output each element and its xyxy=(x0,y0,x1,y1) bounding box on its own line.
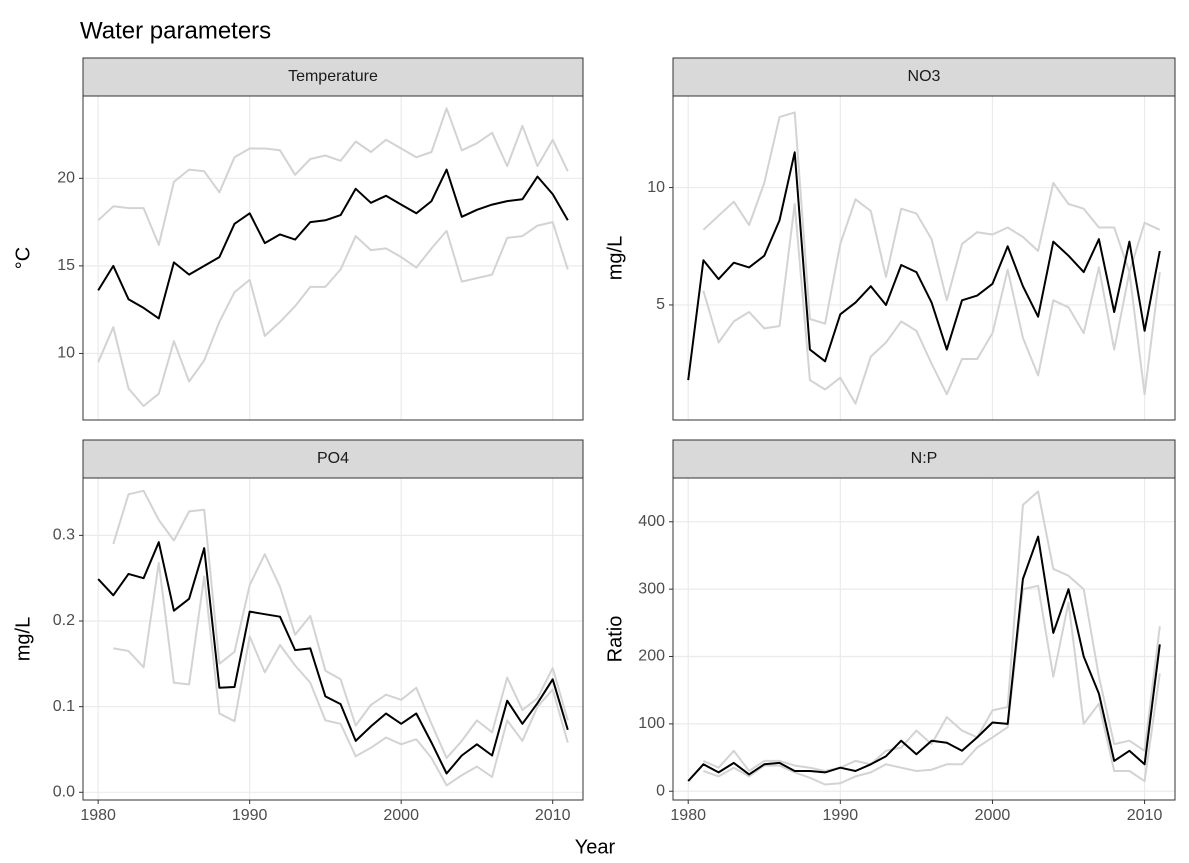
y-axis-label: Ratio xyxy=(604,616,626,663)
y-tick-label: 300 xyxy=(638,580,665,597)
series-line xyxy=(703,584,1161,786)
panel-background xyxy=(83,96,583,420)
series-line xyxy=(687,535,1161,782)
strip-label: Temperature xyxy=(288,68,378,85)
series-line xyxy=(702,490,1161,772)
x-tick-label: 2010 xyxy=(1127,807,1163,824)
x-tick-label: 2000 xyxy=(383,807,419,824)
series-line xyxy=(702,111,1161,325)
panel-background xyxy=(673,478,1175,800)
panel-background xyxy=(83,478,583,800)
panel-border xyxy=(672,477,1176,801)
y-tick-label: 10 xyxy=(57,345,75,362)
y-axis-label: mg/L xyxy=(604,236,626,280)
y-tick-label: 10 xyxy=(647,179,665,196)
strip-label: PO4 xyxy=(317,450,349,467)
x-tick-label: 2000 xyxy=(975,807,1011,824)
panel-background xyxy=(673,96,1175,420)
y-axis-label: mg/L xyxy=(12,617,34,661)
y-tick-label: 200 xyxy=(638,648,665,665)
series-line xyxy=(687,151,1161,381)
x-axis-label: Year xyxy=(575,836,616,858)
panel-border xyxy=(82,477,584,801)
strip xyxy=(82,57,584,97)
series-line xyxy=(702,203,1161,405)
x-tick-label: 1980 xyxy=(80,807,116,824)
chart-title: Water parameters xyxy=(80,17,271,44)
series-line xyxy=(97,541,569,775)
panel-border xyxy=(672,95,1176,421)
series-line xyxy=(97,221,569,407)
x-tick-label: 2010 xyxy=(535,807,571,824)
x-tick-label: 1980 xyxy=(670,807,706,824)
y-tick-label: 20 xyxy=(57,170,75,187)
y-tick-label: 0.2 xyxy=(53,612,75,629)
y-tick-label: 5 xyxy=(656,296,665,313)
y-tick-label: 0.3 xyxy=(53,527,75,544)
series-line xyxy=(112,489,569,759)
y-tick-label: 0.0 xyxy=(53,784,75,801)
y-tick-label: 0 xyxy=(656,782,665,799)
panel-border xyxy=(82,95,584,421)
x-tick-label: 1990 xyxy=(823,807,859,824)
x-tick-label: 1990 xyxy=(232,807,268,824)
y-tick-label: 100 xyxy=(638,715,665,732)
strip-label: NO3 xyxy=(908,68,941,85)
series-line xyxy=(97,168,569,320)
series-line xyxy=(113,561,569,787)
y-tick-label: 15 xyxy=(57,257,75,274)
y-axis-label: °C xyxy=(12,247,34,269)
y-tick-label: 400 xyxy=(638,513,665,530)
strip-label: N:P xyxy=(911,450,938,467)
strip xyxy=(82,439,584,479)
y-tick-label: 0.1 xyxy=(53,698,75,715)
series-line xyxy=(97,107,569,246)
